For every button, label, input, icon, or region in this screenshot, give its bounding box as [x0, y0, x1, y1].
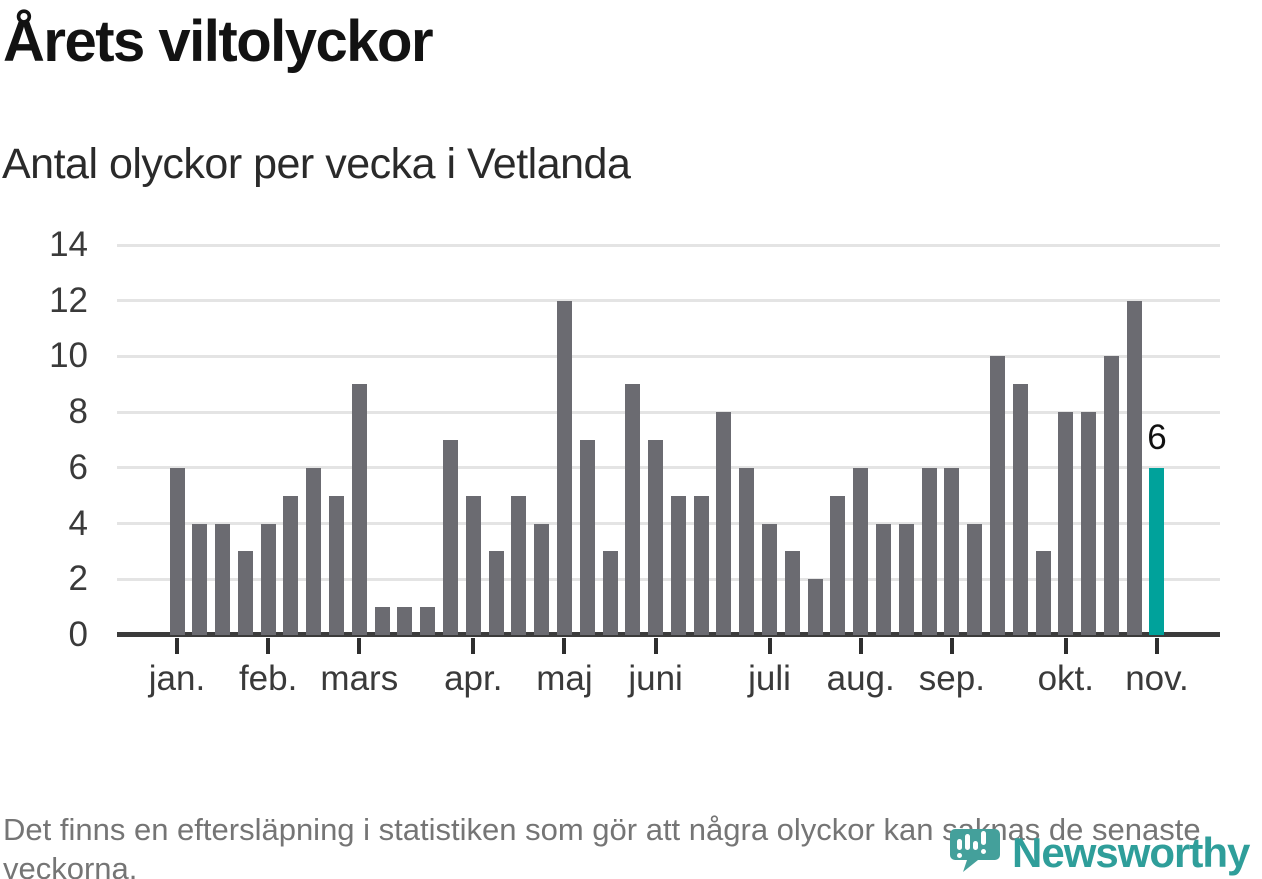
y-tick-label-6: 6 — [68, 447, 88, 487]
bar-week-9 — [351, 384, 367, 635]
bar-week-13 — [442, 440, 458, 635]
bar-week-39 — [1035, 551, 1051, 635]
chart-subtitle: Antal olyckor per vecka i Vetlanda — [2, 140, 631, 188]
newsworthy-pin-icon — [950, 829, 1000, 872]
bar-week-22 — [648, 440, 664, 635]
x-tick-label-juli: juli — [748, 659, 791, 698]
bar-week-10 — [374, 607, 390, 635]
bar-week-16 — [511, 495, 527, 635]
bar-week-12 — [420, 607, 436, 635]
x-tick-okt — [1063, 638, 1068, 654]
gridline-10 — [117, 354, 1220, 358]
bar-week-2 — [192, 523, 208, 635]
x-tick-label-jan: jan. — [148, 659, 206, 698]
bar-week-36 — [967, 523, 983, 635]
bar-week-14 — [465, 495, 481, 635]
gridline-2 — [117, 577, 1220, 581]
brand-logo: Newsworthy — [950, 829, 1250, 877]
bar-week-7 — [306, 467, 322, 635]
bar-week-1 — [169, 467, 185, 635]
y-axis: 0 2 4 6 8 10 12 14 — [0, 225, 88, 654]
x-tick-aug — [858, 638, 863, 654]
x-tick-label-feb: feb. — [238, 659, 298, 698]
y-tick-label-0: 0 — [68, 615, 88, 654]
bar-week-31 — [853, 467, 869, 635]
bar-week-35 — [944, 467, 960, 635]
bar-week-32 — [875, 523, 891, 635]
bar-week-38 — [1012, 384, 1028, 635]
x-tick-sep — [949, 638, 954, 654]
bar-week-25 — [716, 412, 732, 635]
gridline-6 — [117, 466, 1220, 470]
bar-week-23 — [670, 495, 686, 635]
bar-week-24 — [693, 495, 709, 635]
bar-week-5 — [260, 523, 276, 635]
y-tick-label-14: 14 — [49, 225, 88, 264]
x-tick-label-mars: mars — [320, 659, 399, 698]
x-tick-label-maj: maj — [536, 659, 593, 698]
x-tick-label-aug: aug. — [826, 659, 895, 698]
bar-week-15 — [488, 551, 504, 635]
plot-area: jan. feb. mars apr. maj juni juli aug. sep. okt. n… — [117, 243, 1220, 698]
bar-week-28 — [784, 551, 800, 635]
bar-week-33 — [898, 523, 914, 635]
bar-week-26 — [739, 467, 755, 635]
x-tick-label-sep: sep. — [918, 659, 985, 698]
y-tick-label-2: 2 — [68, 559, 88, 599]
x-tick-nov — [1154, 638, 1159, 654]
bar-week-17 — [534, 523, 550, 635]
bar-week-18 — [556, 300, 572, 635]
page-title: Årets viltolyckor — [3, 9, 434, 74]
x-tick-jan — [175, 638, 179, 654]
bar-week-6 — [283, 495, 299, 635]
x-tick-mars — [357, 638, 362, 654]
bar-week-30 — [830, 495, 846, 635]
gridline-12 — [117, 299, 1220, 303]
bar-week-42 — [1103, 356, 1119, 635]
bar-week-11 — [397, 607, 413, 635]
x-tick-juli — [767, 638, 772, 654]
bar-week-34 — [921, 467, 937, 635]
bar-week-8 — [329, 495, 345, 635]
x-tick-juni — [653, 638, 658, 654]
bar-week-27 — [762, 523, 778, 635]
bar-week-20 — [602, 551, 618, 635]
highlight-value-label: 6 — [1147, 417, 1167, 457]
bar-week-40 — [1058, 412, 1074, 635]
x-tick-maj — [562, 638, 567, 654]
x-tick-feb — [266, 638, 271, 654]
bar-week-37 — [989, 356, 1005, 635]
bar-week-19 — [579, 440, 595, 635]
x-tick-label-apr: apr. — [444, 659, 503, 698]
x-tick-label-okt: okt. — [1037, 659, 1094, 698]
y-tick-label-4: 4 — [68, 503, 88, 543]
x-tick-apr — [471, 638, 476, 654]
bar-week-4 — [237, 551, 253, 635]
gridline-4 — [117, 522, 1220, 526]
footer-note: Det finns en eftersläpning i statistiken… — [3, 812, 1201, 879]
bar-week-44 — [1149, 467, 1165, 635]
x-tick-label-nov: nov. — [1125, 659, 1189, 698]
y-tick-label-10: 10 — [49, 336, 88, 376]
gridline-8 — [117, 410, 1220, 414]
y-tick-label-8: 8 — [68, 392, 88, 432]
bar-week-21 — [625, 384, 641, 635]
bar-week-3 — [215, 523, 231, 635]
bar-week-41 — [1081, 412, 1097, 635]
gridline-14 — [117, 243, 1220, 247]
brand-name: Newsworthy — [1012, 829, 1250, 876]
y-tick-label-12: 12 — [49, 280, 88, 320]
x-tick-label-juni: juni — [628, 659, 683, 698]
bar-week-43 — [1126, 300, 1142, 635]
x-axis-line — [117, 632, 1220, 637]
bar-week-29 — [807, 579, 823, 635]
